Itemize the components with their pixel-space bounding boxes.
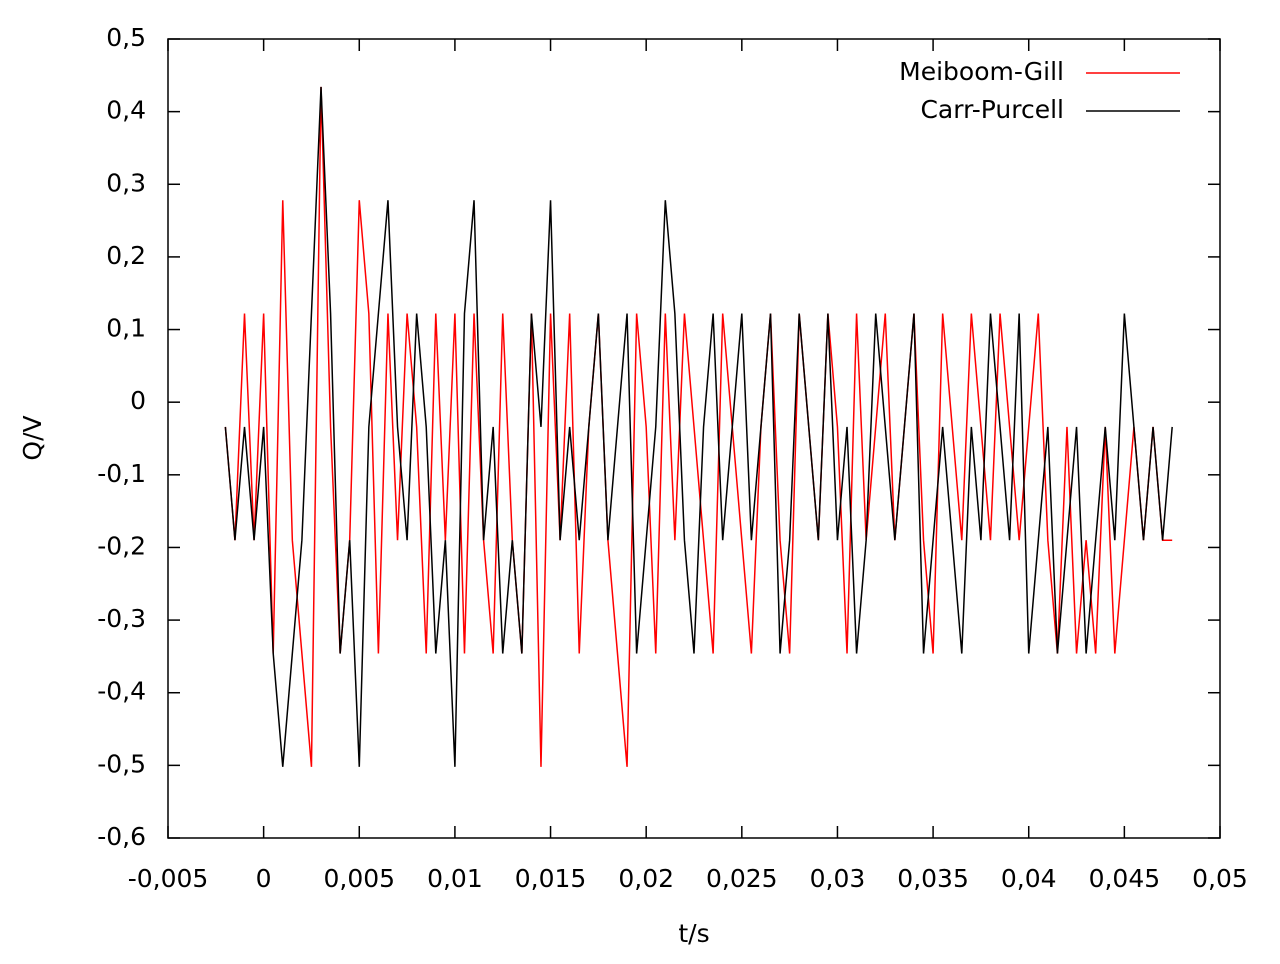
y-tick-label: 0,1: [106, 314, 146, 343]
x-tick-label: 0,015: [515, 864, 587, 893]
y-tick-label: 0,5: [106, 23, 146, 52]
x-tick-label: 0: [256, 864, 272, 893]
data-line: [224, 86, 1173, 767]
y-tick-label: -0,1: [97, 459, 146, 488]
x-axis-label: t/s: [678, 919, 709, 948]
y-axis-label: Q/V: [18, 415, 47, 460]
plot-frame: [167, 38, 1221, 839]
x-tick-label: 0,03: [810, 864, 866, 893]
x-tick-label: 0,02: [618, 864, 674, 893]
x-tick-label: 0,045: [1089, 864, 1161, 893]
y-tick-label: -0,5: [97, 749, 146, 778]
x-tick-label: 0,05: [1192, 864, 1248, 893]
x-tick-label: 0,025: [706, 864, 778, 893]
x-tick-label: 0,005: [323, 864, 395, 893]
x-tick-label: 0,04: [1001, 864, 1057, 893]
data-line: [224, 86, 1173, 767]
legend-label: Meiboom-Gill: [899, 57, 1064, 86]
y-tick-label: -0,4: [97, 677, 146, 706]
x-tick-label: 0,035: [897, 864, 969, 893]
legend-label: Carr-Purcell: [920, 95, 1064, 124]
y-tick-label: 0,2: [106, 241, 146, 270]
y-tick-label: -0,6: [97, 822, 146, 851]
y-tick-label: -0,2: [97, 531, 146, 560]
y-tick-label: 0,4: [106, 96, 146, 125]
x-tick-label: 0,01: [427, 864, 483, 893]
y-tick-label: -0,3: [97, 604, 146, 633]
y-tick-label: 0: [130, 386, 146, 415]
x-tick-label: -0,005: [128, 864, 209, 893]
y-tick-label: 0,3: [106, 168, 146, 197]
